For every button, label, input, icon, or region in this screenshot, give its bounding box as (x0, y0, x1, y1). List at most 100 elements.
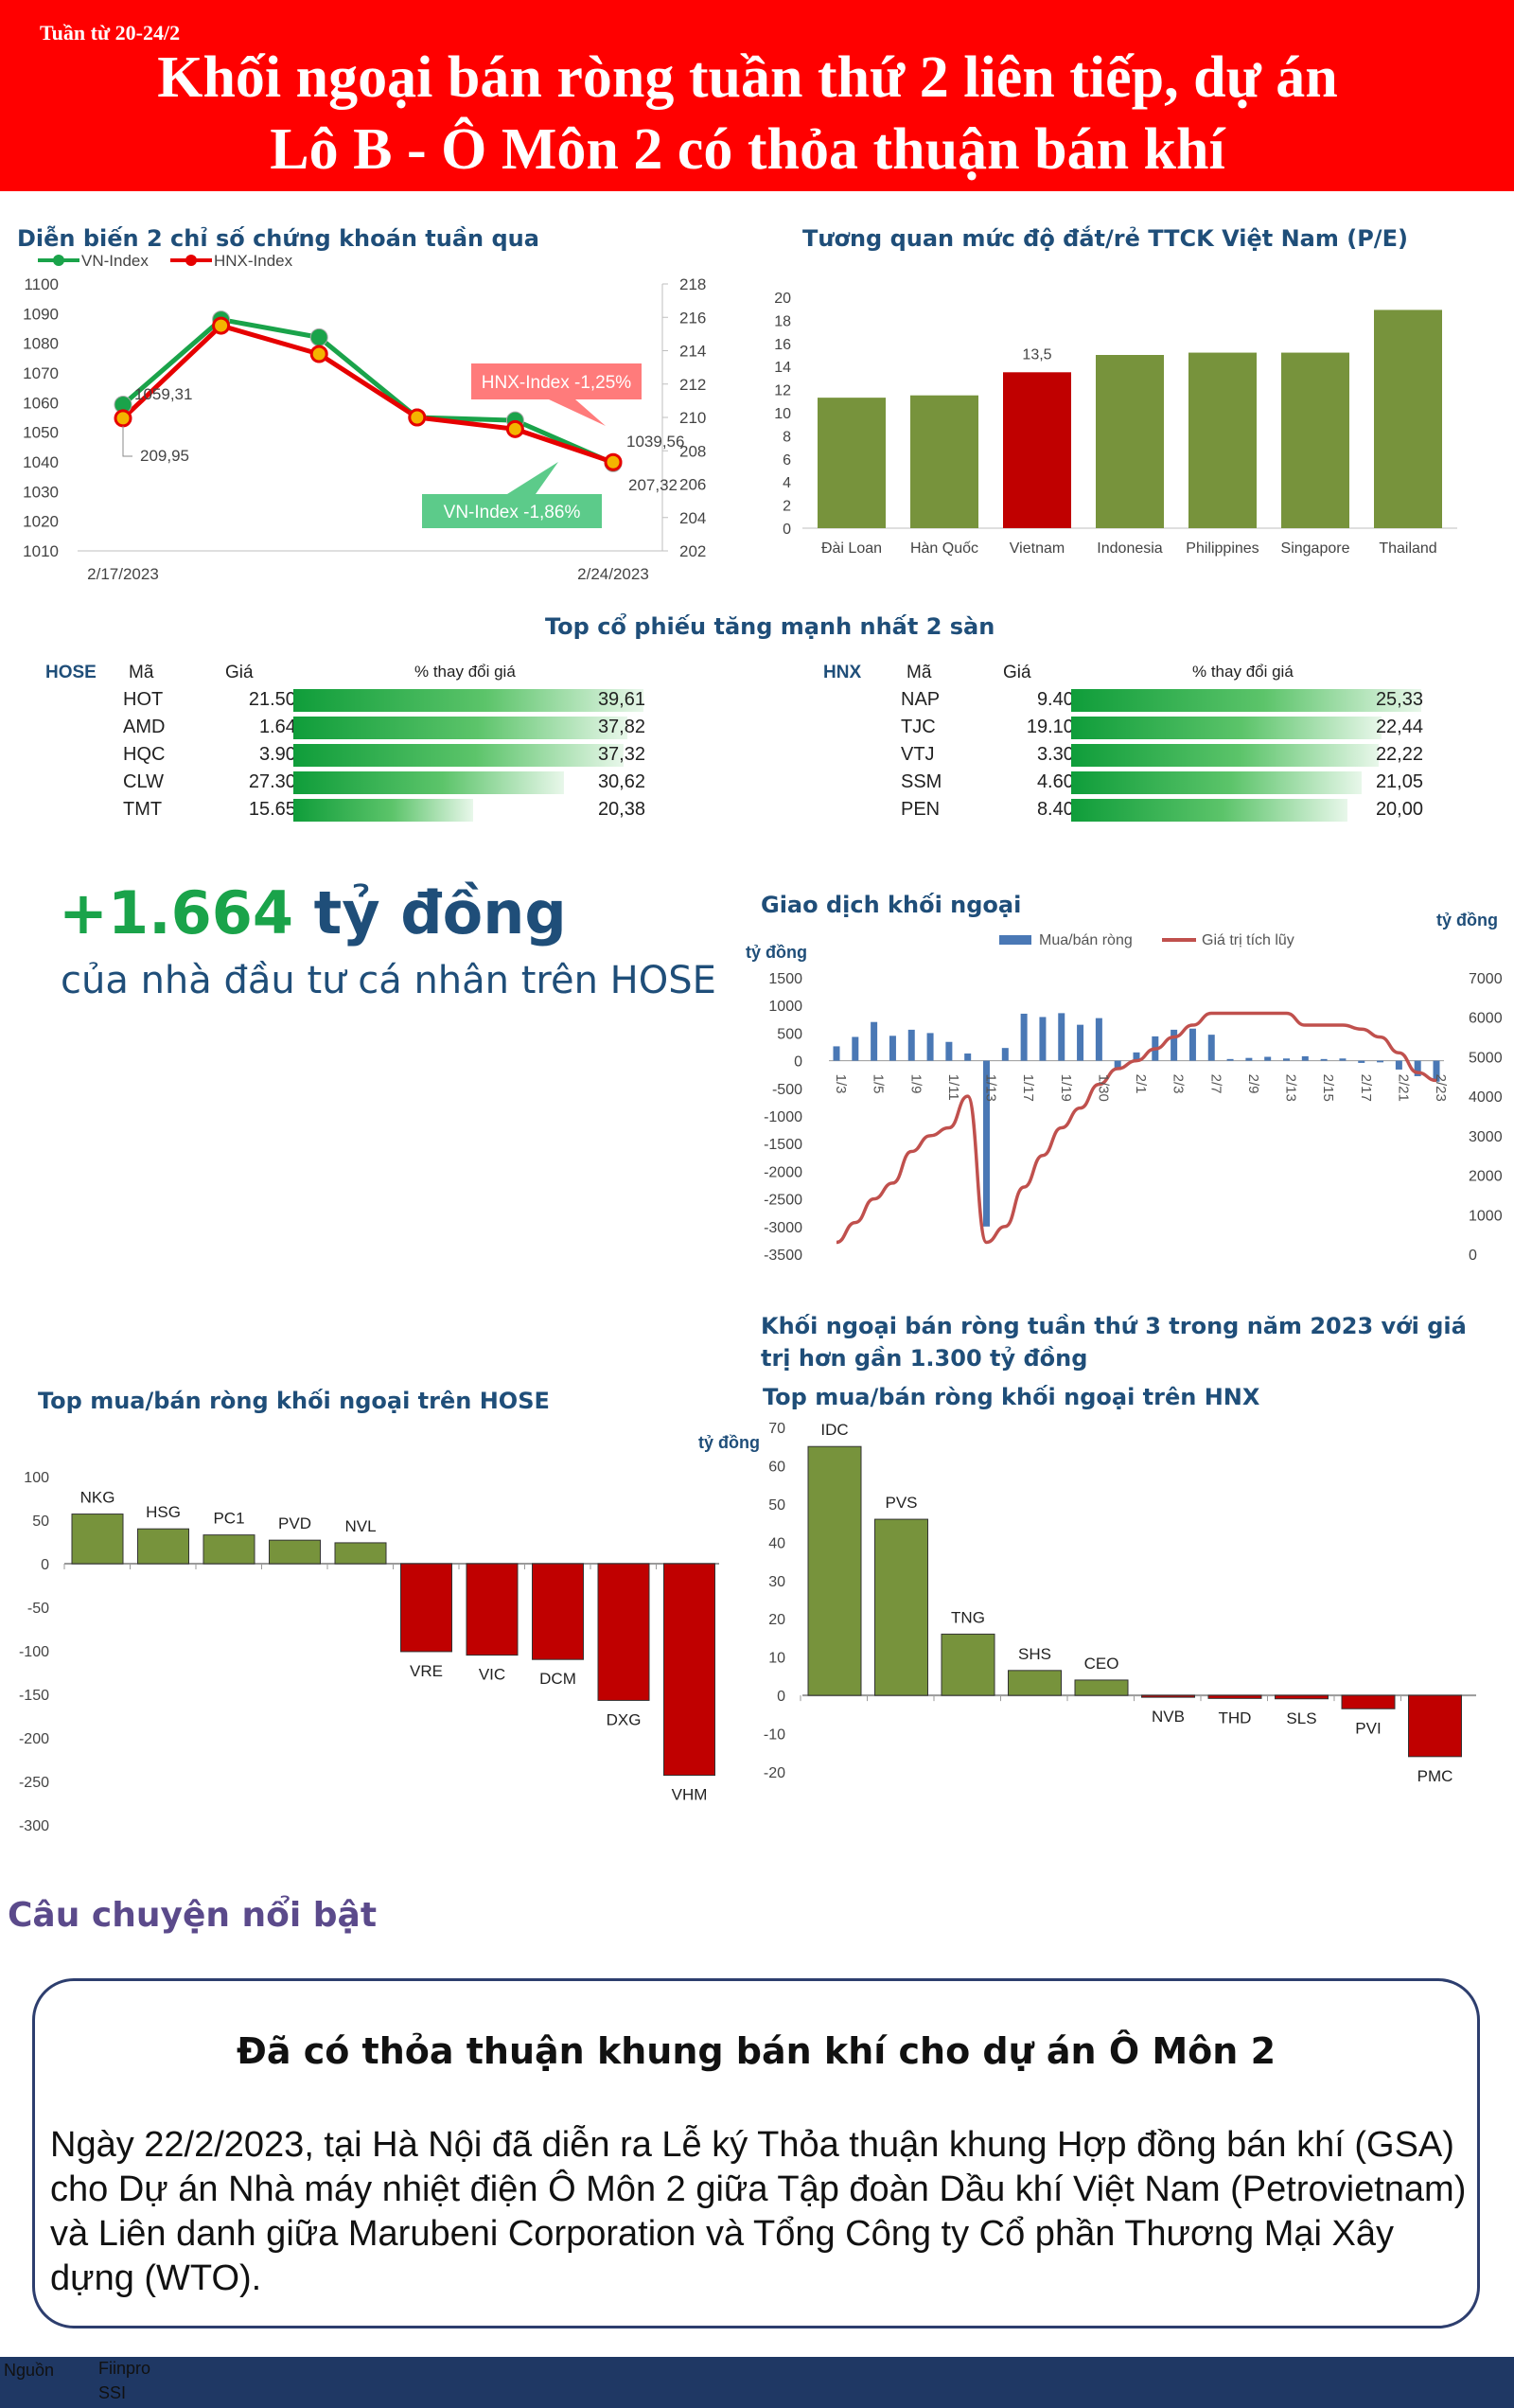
bar-y-tick-label: -20 (764, 1765, 785, 1781)
hose-foreign-bar-chart: 100 50 0 -50 -100 -150 -200 -250 -300 NKG HSG PC1 PV… (19, 1470, 719, 1834)
stock-change: 39,61 (597, 689, 645, 710)
bar-y-tick-label: 0 (777, 1689, 785, 1705)
net-flow-bar (964, 1054, 972, 1061)
net-flow-bar (926, 1033, 934, 1061)
bar-y-tick-label: 40 (768, 1535, 785, 1551)
pe-category-label: Thailand (1379, 540, 1436, 557)
net-flow-bar (1077, 1024, 1084, 1061)
vn-index-point (309, 328, 328, 346)
pe-y-tick-label: 8 (783, 429, 791, 445)
hnx-end-label: 207,32 (628, 476, 678, 494)
foreign-bar (532, 1563, 584, 1660)
net-flow-bar (1095, 1018, 1102, 1061)
net-flow-bar (1377, 1060, 1384, 1063)
flow-x-tick-label: 2/9 (1245, 1074, 1261, 1094)
foreign-bar (1207, 1694, 1262, 1699)
foreign-bar (269, 1539, 321, 1565)
bar-y-tick-label: -150 (19, 1688, 49, 1704)
bar-category-label: DXG (607, 1710, 642, 1728)
change-bar-track (1071, 799, 1431, 822)
foreign-bar (1008, 1670, 1062, 1696)
pe-y-tick-label: 18 (774, 313, 791, 329)
pe-y-tick-label: 0 (783, 522, 791, 538)
table-row: TMT 15.650 20,38 (45, 797, 765, 823)
flow-x-tick-label: 2/15 (1320, 1074, 1336, 1102)
net-flow-bar (1114, 1060, 1121, 1069)
foreign-bar (807, 1445, 862, 1696)
col-code-header: Mã (129, 663, 154, 682)
net-flow-bar (983, 1060, 990, 1227)
pe-y-tick-label: 6 (783, 452, 791, 469)
flow-x-tick-label: 2/23 (1433, 1074, 1449, 1102)
left-tick-label: 1040 (23, 453, 59, 471)
legend-vn-label: VN-Index (81, 252, 149, 270)
bar-y-tick-label: 10 (768, 1651, 785, 1667)
bar-y-tick-label: 100 (24, 1470, 49, 1486)
pe-bar (1188, 352, 1257, 528)
stock-change: 37,32 (597, 744, 645, 765)
foreign-bar (334, 1542, 387, 1565)
hnx-index-point (408, 408, 427, 427)
foreign-bar (597, 1563, 650, 1701)
change-bar-track (1071, 689, 1431, 712)
net-flow-bar (1039, 1017, 1047, 1061)
x-tick-label: 2/17/2023 (87, 565, 159, 583)
left-tick-label: 1020 (23, 513, 59, 531)
right-tick-label: 208 (679, 442, 706, 460)
pe-bar (1374, 310, 1442, 528)
label-leader (122, 425, 132, 457)
foreign-bar (1275, 1694, 1329, 1700)
stock-price: 3.900 (258, 744, 307, 765)
story-box: Đã có thỏa thuận khung bán khí cho dự án… (32, 1978, 1480, 2328)
bar-category-label: NVB (1152, 1708, 1185, 1726)
col-change-header: % thay đổi giá (1192, 663, 1294, 681)
bar-category-label: PVI (1355, 1719, 1381, 1737)
story-title: Đã có thỏa thuận khung bán khí cho dự án… (236, 2030, 1276, 2072)
bar-category-label: NVL (344, 1517, 376, 1535)
change-bar-track (1071, 717, 1431, 739)
bar-y-tick-label: -250 (19, 1775, 49, 1791)
left-tick-label: 1010 (23, 542, 59, 560)
flow-x-tick-label: 2/3 (1171, 1074, 1187, 1094)
pe-y-tick-label: 12 (774, 383, 791, 399)
pe-chart-title: Tương quan mức độ đắt/rẻ TTCK Việt Nam (… (802, 225, 1408, 252)
flow-x-tick-label: 1/11 (945, 1074, 961, 1101)
net-flow-bar (1301, 1055, 1309, 1061)
change-bar (293, 717, 628, 739)
flow-x-tick-label: 1/30 (1095, 1074, 1111, 1102)
hnx-index-point (309, 345, 328, 363)
pe-data-label: 13,5 (1022, 346, 1051, 363)
stock-change: 37,82 (597, 717, 645, 737)
table-row: AMD 1.640 37,82 (45, 715, 765, 741)
x-tick-label: 2/24/2023 (577, 565, 649, 583)
hnx-unit-label: tỷ đồng (698, 1433, 760, 1452)
foreign-bar (941, 1633, 995, 1696)
bar-category-label: VIC (479, 1666, 505, 1684)
table-row: PEN 8.400 20,00 (823, 797, 1514, 823)
exchange-label: HNX (823, 663, 862, 682)
pe-bar (818, 398, 886, 528)
pe-category-label: Đài Loan (821, 540, 882, 557)
page-title: Khối ngoại bán ròng tuần thứ 2 liên tiếp… (38, 42, 1457, 186)
stock-change: 25,33 (1375, 689, 1423, 710)
source-item: SSI (98, 2383, 127, 2402)
col-price-header: Giá (1003, 663, 1031, 682)
week-label: Tuần từ 20-24/2 (40, 21, 181, 44)
change-bar-track (293, 771, 653, 794)
flow-left-tick: -3000 (764, 1220, 802, 1236)
stock-code: CLW (123, 771, 164, 792)
table-row: NAP 9.400 25,33 (823, 687, 1514, 714)
retail-net-value: +1.664 tỷ đồng (59, 878, 567, 947)
net-flow-bar (1414, 1060, 1421, 1076)
vn-callout-box (422, 462, 602, 528)
flow-right-tick: 5000 (1469, 1050, 1503, 1066)
stock-change: 30,62 (597, 771, 645, 792)
flow-left-tick: -1500 (764, 1137, 802, 1153)
flow-left-tick: 500 (777, 1026, 802, 1042)
footer-bar (0, 2357, 1514, 2408)
flow-x-tick-label: 2/17 (1358, 1074, 1374, 1102)
bar-y-tick-label: -300 (19, 1818, 49, 1834)
stock-change: 22,22 (1375, 744, 1423, 765)
stock-code: SSM (901, 771, 942, 792)
net-flow-bar (1283, 1058, 1290, 1061)
